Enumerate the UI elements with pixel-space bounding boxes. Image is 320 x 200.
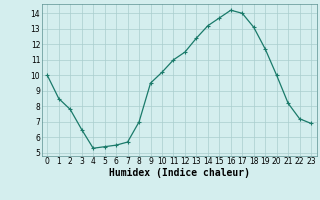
X-axis label: Humidex (Indice chaleur): Humidex (Indice chaleur): [109, 168, 250, 178]
